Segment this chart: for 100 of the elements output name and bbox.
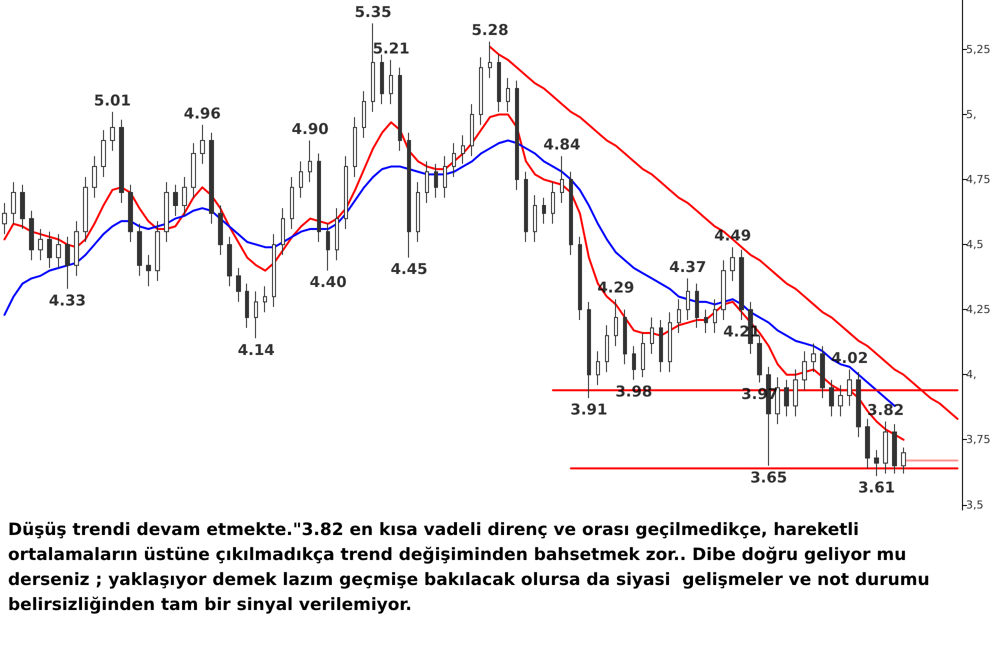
candlestick bbox=[488, 41, 492, 79]
y-tick-label: 4, bbox=[966, 368, 976, 382]
candlestick bbox=[137, 223, 142, 276]
candlestick bbox=[128, 184, 133, 242]
candlestick bbox=[425, 160, 429, 204]
y-tick-label: 3,5 bbox=[966, 498, 984, 512]
candlestick bbox=[92, 156, 97, 198]
text: 5.01 bbox=[94, 91, 131, 110]
candlestick bbox=[533, 194, 537, 242]
candlestick bbox=[398, 67, 402, 152]
candlestick bbox=[865, 418, 870, 469]
candlestick bbox=[677, 298, 681, 334]
candlestick bbox=[713, 298, 717, 334]
candlestick bbox=[371, 22, 375, 112]
candlestick bbox=[83, 176, 88, 242]
candlestick bbox=[218, 205, 223, 256]
candlestick bbox=[407, 132, 411, 258]
candlestick bbox=[173, 184, 178, 216]
y-tick-label: 4,25 bbox=[966, 303, 990, 316]
text: 5.35 bbox=[354, 2, 392, 21]
candlestick bbox=[847, 368, 852, 406]
candlestick bbox=[326, 223, 330, 272]
candlestick bbox=[209, 132, 214, 224]
candlestick bbox=[362, 90, 366, 138]
candlestick bbox=[856, 372, 861, 438]
candlestick bbox=[650, 316, 654, 354]
candlestick bbox=[254, 290, 258, 339]
candlestick bbox=[721, 260, 726, 321]
y-tick-label: 4,5 bbox=[966, 238, 984, 252]
candlestick bbox=[434, 163, 438, 198]
candlestick bbox=[38, 228, 43, 261]
candlestick bbox=[101, 130, 106, 178]
candlestick bbox=[578, 236, 582, 321]
candlestick bbox=[56, 234, 61, 269]
candlestick bbox=[29, 210, 34, 261]
candlestick bbox=[497, 54, 501, 112]
candlestick bbox=[686, 278, 690, 321]
candlestick bbox=[416, 182, 420, 242]
candlestick bbox=[155, 220, 160, 282]
text: 3.82 bbox=[867, 401, 904, 420]
candlestick bbox=[11, 182, 16, 224]
text: 4.96 bbox=[184, 104, 221, 122]
candlestick bbox=[668, 312, 672, 373]
line-series bbox=[488, 46, 959, 420]
text: Düşüş trendi devam etmekte."3.82 en kısa vadeli direnç ve orası geçilmedikçe, hareketli ortalamaların üstüne çıkılmadıkça trend değişiminden bahsetmek zor.. Dibe doğru geliyor mu derseniz ; yaklaşıyor demek lazım geçmişe bakılacak olursa da siyasi gelişmeler ve not durumu belirsizliğinden tam bir sinyal verilemiyor. bbox=[7, 519, 931, 617]
candlestick bbox=[299, 160, 303, 198]
y-tick-label: 4,75 bbox=[966, 173, 990, 186]
candlestick bbox=[281, 208, 285, 256]
candlestick bbox=[874, 450, 879, 477]
candlestick bbox=[191, 142, 196, 198]
candlestick bbox=[227, 236, 232, 287]
candlestick bbox=[164, 182, 169, 242]
y-tick-label: 5, bbox=[966, 108, 976, 121]
text: 4.33 bbox=[48, 291, 86, 310]
y-tick-label: 5,25 bbox=[966, 42, 990, 56]
candlestick bbox=[20, 184, 25, 230]
text: 4.90 bbox=[292, 120, 329, 138]
text: 5.28 bbox=[471, 21, 508, 40]
candlestick bbox=[452, 142, 456, 178]
candlestick bbox=[245, 283, 249, 328]
candlestick bbox=[470, 104, 474, 157]
candlestick bbox=[829, 379, 834, 417]
candlestick bbox=[793, 368, 798, 417]
candlestick bbox=[182, 176, 187, 216]
candlestick bbox=[119, 119, 124, 204]
text: 4.02 bbox=[831, 348, 868, 367]
candlestick bbox=[524, 171, 528, 242]
candlestick bbox=[479, 56, 483, 126]
candlestick bbox=[2, 202, 7, 235]
candlestick bbox=[542, 197, 546, 224]
candlestick bbox=[263, 286, 267, 313]
candlestick bbox=[515, 80, 519, 190]
candlestick bbox=[695, 283, 699, 328]
candlestick bbox=[820, 346, 825, 399]
candlestick bbox=[775, 376, 780, 425]
candlestick bbox=[730, 246, 735, 282]
text: 4.84 bbox=[543, 136, 580, 154]
candlestick bbox=[65, 236, 70, 290]
candlestick bbox=[739, 249, 744, 321]
candlestick bbox=[272, 234, 276, 308]
candlestick bbox=[659, 320, 663, 373]
candlestick bbox=[605, 324, 609, 373]
candlestick bbox=[901, 447, 906, 474]
text: 3.65 bbox=[750, 468, 788, 486]
candlestick bbox=[317, 153, 321, 242]
candlestick bbox=[892, 424, 897, 474]
candlestick bbox=[551, 182, 555, 224]
candlestick bbox=[353, 116, 357, 178]
text: 4.40 bbox=[310, 273, 347, 292]
text: 4.14 bbox=[238, 340, 275, 359]
candlestick bbox=[569, 171, 573, 256]
candlestick bbox=[74, 220, 79, 276]
candlestick bbox=[47, 231, 52, 269]
candlestick bbox=[587, 301, 591, 399]
candlestick bbox=[389, 59, 393, 105]
candlestick bbox=[883, 421, 888, 474]
text: 5.21 bbox=[372, 39, 410, 58]
candlestick bbox=[110, 111, 115, 152]
candlestick bbox=[614, 298, 618, 347]
candlestick bbox=[623, 309, 627, 365]
